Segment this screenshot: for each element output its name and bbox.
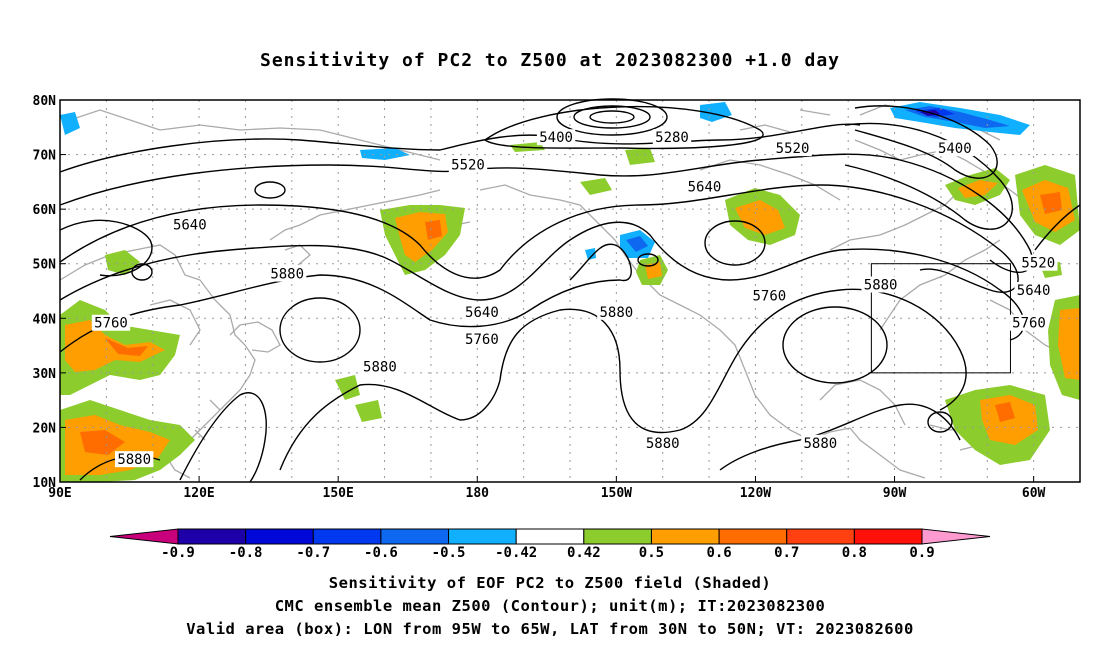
colorbar-label: 0.7 [774,545,799,561]
lon-tick-label: 150W [601,486,632,501]
lat-tick-label: 20N [33,421,57,436]
contour-label-bg [935,140,975,157]
contour-label: 5880 [864,278,898,294]
contour-label: 5400 [938,141,972,157]
contour-label: 5520 [1021,256,1055,272]
contour-label: 5640 [688,179,722,195]
contour-label: 5640 [1017,283,1051,299]
lat-tick-label: 50N [33,258,57,273]
colorbar-low-triangle [109,528,179,545]
sensitivity-shading [60,102,1080,482]
contour-label: 5640 [173,218,207,234]
contour-label-bg [1009,314,1049,331]
colorbar-swatch [312,528,382,545]
lat-tick-label: 60N [33,203,57,218]
contour-label-bg [861,276,900,293]
colorbar-label: -0.7 [296,545,330,561]
contour-label: 5760 [94,316,128,332]
lat-tick-label: 10N [33,476,57,491]
contour-label-bg [462,303,502,320]
contour-label-bg [267,265,307,282]
contour-label-bg [685,178,724,195]
contour-label: 5520 [776,141,810,157]
contour-label-bg [462,331,502,348]
contour-label: 5640 [465,305,499,321]
contour-label: 5760 [1012,316,1046,332]
colorbar-label: 0.9 [909,545,934,561]
contour-label: 5880 [600,305,634,321]
lat-tick-label: 30N [33,367,57,382]
map-title: Sensitivity of PC2 to Z500 at 2023082300… [259,50,840,71]
contour-label-bg [360,358,400,375]
contour-label: 5880 [117,452,151,468]
colorbar-swatch [380,528,450,545]
footer-line-3: Valid area (box): LON from 95W to 65W, L… [186,620,914,638]
z500-contours [59,98,1081,483]
lon-tick-label: 150E [323,486,354,501]
colorbar-label: 0.8 [842,545,867,561]
contour-label-bg [801,434,840,451]
contour-label: 5520 [451,157,485,173]
contour-label-bg [750,287,789,304]
colorbar-label: 0.6 [706,545,731,561]
lon-tick-label: 90E [48,486,71,501]
contour-label-bg [643,434,682,451]
contour-label: 5760 [465,332,499,348]
lon-tick-label: 90W [883,486,907,501]
colorbar-swatch [718,528,788,545]
colorbar-label: -0.9 [161,545,195,561]
contour-labels: 5400 5280 5520 5520 5400 5640 5640 5880 5640 5760… [91,129,1058,468]
colorbar-swatch [786,528,855,545]
colorbar-swatch [448,528,517,545]
colorbar-high-triangle [921,528,991,545]
contour-label: 5880 [363,359,397,375]
contour-label: 5880 [646,436,680,452]
contour-label-bg [114,451,154,468]
colorbar-swatch [177,528,247,545]
contour-label: 5880 [270,267,304,283]
colorbar-label: -0.8 [229,545,263,561]
footer-line-2: CMC ensemble mean Z500 (Contour); unit(m… [274,597,826,615]
colorbar: -0.9 -0.8 -0.7 -0.6 -0.5 -0.42 0.42 0.5 0.6 0.7 0.… [109,528,991,561]
colorbar-label: 0.5 [639,545,664,561]
lon-tick-label: 180 [466,486,490,501]
contour-label-bg [652,129,692,146]
contour-label-bg [536,129,576,146]
lon-tick-label: 120W [740,486,771,501]
colorbar-label: 0.42 [567,545,601,561]
contour-label-bg [448,156,488,173]
contour-label: 5400 [539,130,573,146]
contour-label-bg [1014,282,1053,298]
lon-tick-label: 60W [1022,486,1046,501]
footer-line-1: Sensitivity of EOF PC2 to Z500 field (Sh… [328,574,772,592]
colorbar-label: -0.42 [495,545,537,561]
contour-label-bg [773,140,812,157]
contour-label: 5880 [804,436,838,452]
colorbar-label: -0.5 [432,545,466,561]
contour-label-bg [597,303,636,320]
colorbar-swatch [245,528,314,545]
lat-tick-label: 70N [33,149,57,164]
colorbar-swatch [583,528,652,545]
contour-label-bg [170,216,210,233]
colorbar-swatch [853,528,923,545]
contour-label: 5280 [655,130,689,146]
contour-label-bg [1019,254,1058,271]
colorbar-swatch [650,528,720,545]
colorbar-label: -0.6 [364,545,398,561]
lon-tick-label: 120E [183,486,214,501]
lat-tick-label: 80N [33,94,57,109]
contour-label: 5760 [753,288,787,304]
contour-label-bg [91,314,131,331]
map-frame [59,99,1081,483]
colorbar-swatch [515,528,585,545]
lat-tick-label: 40N [33,312,57,327]
